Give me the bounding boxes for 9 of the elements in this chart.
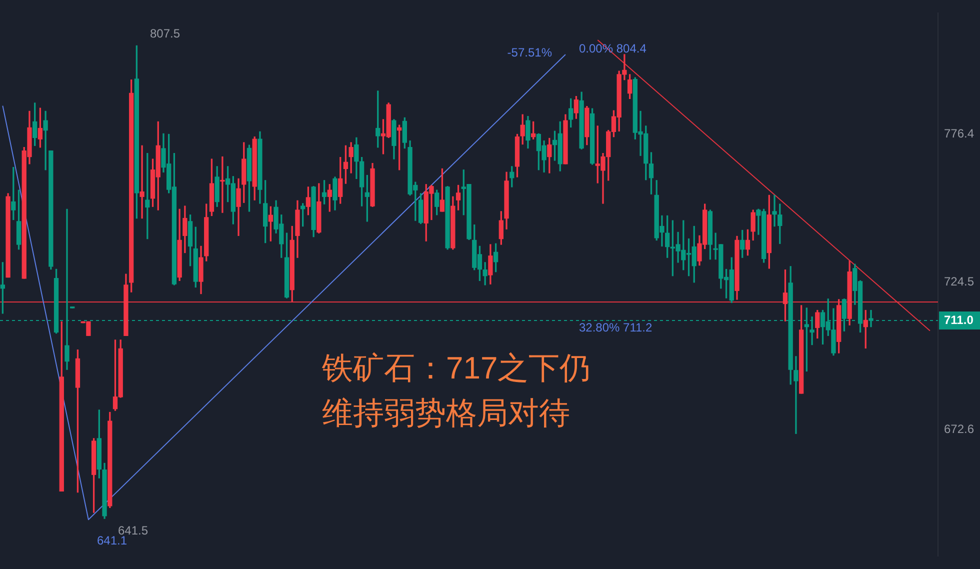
annotation: -57.51% [507, 45, 552, 60]
ref-line-label: 711.0 [944, 312, 974, 327]
y-tick-label: 724.5 [944, 274, 974, 288]
annotation: 807.5 [150, 26, 180, 40]
annotation: 32.80% 711.2 [579, 320, 652, 334]
y-tick-label: 672.6 [944, 422, 974, 436]
y-tick-label: 776.4 [944, 126, 974, 141]
annotation: 维持弱势格局对待 [322, 396, 570, 431]
annotation: 铁矿石：717之下仍 [321, 350, 591, 386]
